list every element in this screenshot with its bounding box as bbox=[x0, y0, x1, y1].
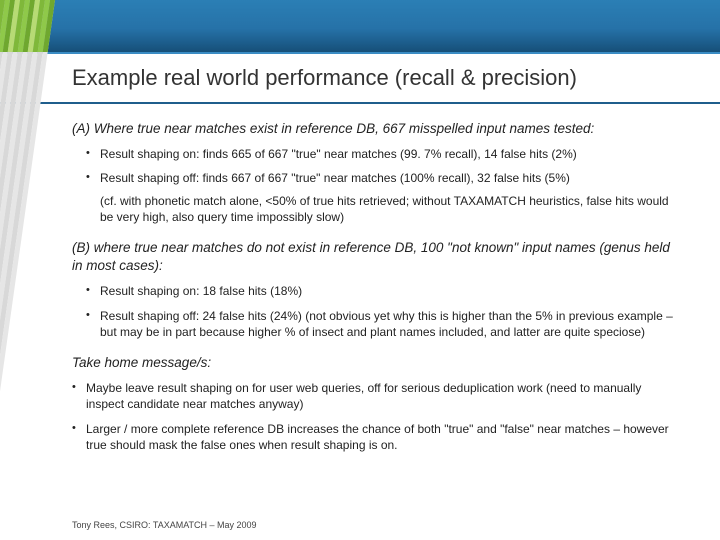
decorative-stripes bbox=[0, 0, 58, 540]
list-item: Larger / more complete reference DB incr… bbox=[86, 421, 680, 453]
list-item: Result shaping off: 24 false hits (24%) … bbox=[100, 308, 680, 340]
header-banner bbox=[0, 0, 720, 52]
list-item: Result shaping off: finds 667 of 667 "tr… bbox=[100, 170, 680, 186]
title-bar: Example real world performance (recall &… bbox=[0, 52, 720, 104]
takehome-section: Take home message/s: Maybe leave result … bbox=[72, 354, 680, 453]
takehome-bullets: Maybe leave result shaping on for user w… bbox=[72, 380, 680, 453]
list-item: Maybe leave result shaping on for user w… bbox=[86, 380, 680, 412]
section-a: (A) Where true near matches exist in ref… bbox=[72, 120, 680, 225]
section-b: (B) where true near matches do not exist… bbox=[72, 239, 680, 340]
list-item: Result shaping on: finds 665 of 667 "tru… bbox=[100, 146, 680, 162]
takehome-heading: Take home message/s: bbox=[72, 354, 680, 372]
section-b-bullets: Result shaping on: 18 false hits (18%) R… bbox=[72, 283, 680, 340]
list-item: Result shaping on: 18 false hits (18%) bbox=[100, 283, 680, 299]
slide-body: (A) Where true near matches exist in ref… bbox=[72, 120, 680, 510]
slide-title: Example real world performance (recall &… bbox=[72, 65, 577, 91]
section-a-heading: (A) Where true near matches exist in ref… bbox=[72, 120, 680, 138]
section-b-heading: (B) where true near matches do not exist… bbox=[72, 239, 680, 275]
section-a-cf-note: (cf. with phonetic match alone, <50% of … bbox=[72, 193, 680, 225]
section-a-bullets: Result shaping on: finds 665 of 667 "tru… bbox=[72, 146, 680, 186]
slide-footer: Tony Rees, CSIRO: TAXAMATCH – May 2009 bbox=[72, 520, 257, 530]
